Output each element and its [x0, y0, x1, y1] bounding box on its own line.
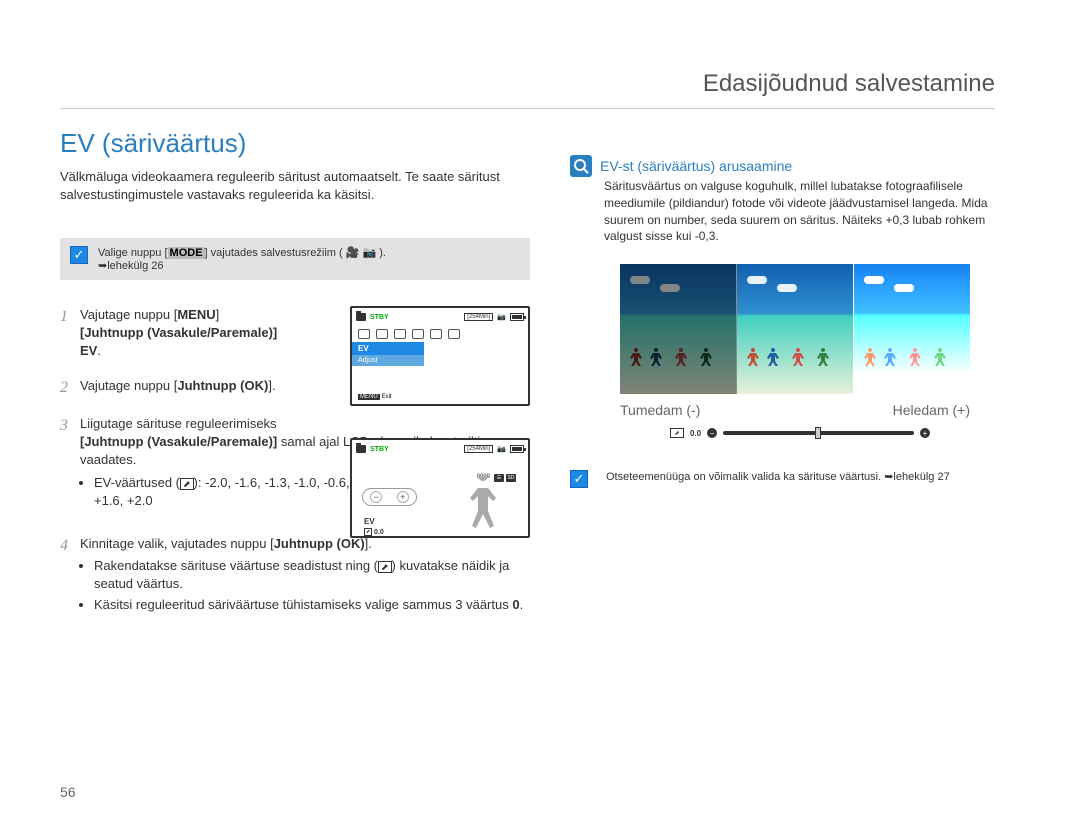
intro-text: Välkmäluga videokaamera reguleerib särit…	[60, 168, 500, 204]
ev-icon: ⬈	[670, 428, 684, 438]
ev-slider: ⬈ 0.0 − +	[670, 426, 930, 440]
header-title: Edasijõudnud salvestamine	[703, 70, 995, 98]
screen-statusbar: STBY [254Min] 📷	[352, 308, 528, 326]
ev-adjust-control[interactable]: − +	[362, 488, 417, 506]
understanding-ev-title: EV-st (säriväärtus) arusaamine	[570, 155, 792, 177]
folder-icon	[356, 313, 366, 321]
section-title: EV (säriväärtus)	[60, 128, 246, 159]
folder-icon	[356, 445, 366, 453]
ev-value-row: ⬈ 0.0	[364, 528, 384, 536]
understanding-ev-body: Säritusväärtus on valguse koguhulk, mill…	[604, 178, 994, 245]
ev-label: EV	[364, 517, 375, 526]
rec-time: [254Min]	[464, 445, 493, 453]
shortcut-note: ✓ Otseteemenüüga on võimalik valida ka s…	[570, 470, 995, 488]
step4-note1: Rakendatakse särituse väärtuse seadistus…	[94, 557, 530, 593]
battery-icon	[510, 445, 524, 453]
page-number: 56	[60, 784, 76, 800]
exit-row: MENUExit	[358, 394, 392, 400]
plus-icon[interactable]: +	[397, 491, 409, 503]
minus-icon[interactable]: −	[370, 491, 382, 503]
header-divider	[60, 108, 995, 109]
step-number: 2	[60, 377, 80, 399]
lighter-label: Heledam (+)	[893, 402, 970, 418]
check-icon: ✓	[70, 246, 88, 264]
step4-note2: Käsitsi reguleeritud säriväärtuse tühist…	[94, 596, 530, 614]
plus-icon: +	[920, 428, 930, 438]
battery-icon	[510, 313, 524, 321]
mode-note-text: Valige nuppu [MODE] vajutades salvestusr…	[98, 246, 386, 272]
step-4: 4 Kinnitage valik, vajutades nuppu [Juht…	[60, 535, 530, 618]
stby-label: STBY	[370, 314, 389, 321]
screen-statusbar: STBY [254Min] 📷	[352, 440, 528, 458]
stby-label: STBY	[370, 446, 389, 453]
lcd-screen-menu: STBY [254Min] 📷 EV Adjust MENUExit	[350, 306, 530, 406]
ev-menu-item: EV	[352, 342, 424, 355]
step-number: 1	[60, 306, 80, 361]
step-body: Kinnitage valik, vajutades nuppu [Juhtnu…	[80, 535, 530, 618]
magnifier-icon	[570, 155, 592, 177]
check-icon: ✓	[570, 470, 588, 488]
ev-icon: ⬈	[364, 528, 372, 536]
minus-icon: −	[707, 428, 717, 438]
person-silhouette	[458, 476, 508, 531]
mode-note-box: ✓ Valige nuppu [MODE] vajutades salvestu…	[60, 238, 530, 280]
rec-time: [254Min]	[464, 313, 493, 321]
darker-label: Tumedam (-)	[620, 402, 700, 418]
lcd-screen-adjust: STBY [254Min] 📷 9999 ☰SD − + EV ⬈ 0.0	[350, 438, 530, 538]
shortcut-note-text: Otseteemenüüga on võimalik valida ka sär…	[606, 470, 950, 483]
darker-lighter-labels: Tumedam (-) Heledam (+)	[620, 402, 970, 418]
step-number: 4	[60, 535, 80, 618]
screen-icon-row	[352, 326, 528, 342]
step-number: 3	[60, 415, 80, 513]
slider-track	[723, 431, 914, 435]
exposure-example-image	[620, 264, 970, 394]
ev-slider-value: 0.0	[690, 429, 701, 438]
adjust-menu-item: Adjust	[352, 355, 424, 366]
